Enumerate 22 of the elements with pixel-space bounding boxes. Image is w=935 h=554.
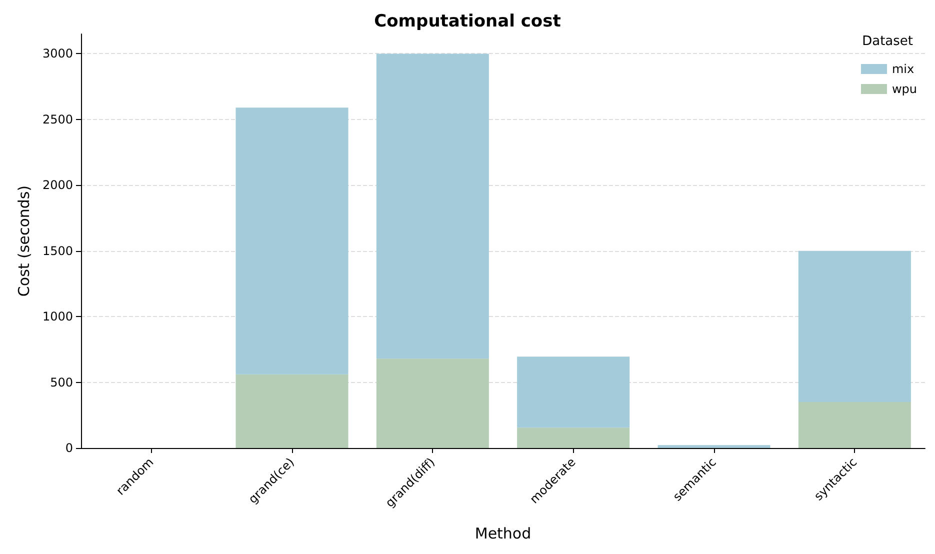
bar: [517, 428, 630, 448]
y-tick-label: 2000: [42, 178, 73, 192]
bar: [658, 445, 770, 448]
bar: [517, 356, 630, 428]
y-tick-label: 2500: [42, 112, 73, 126]
chart-title: Computational cost: [374, 12, 561, 32]
y-tick-label: 1500: [42, 244, 73, 258]
legend-label: mix: [892, 62, 914, 76]
y-tick-label: 0: [65, 441, 73, 455]
bar: [376, 358, 489, 448]
legend-label: wpu: [892, 82, 918, 96]
y-tick-label: 500: [50, 375, 73, 390]
bar: [236, 108, 348, 374]
y-tick-label: 3000: [42, 46, 73, 61]
x-axis-title: Method: [474, 524, 532, 542]
bar: [798, 250, 911, 402]
legend-title: Dataset: [862, 34, 914, 49]
bar: [798, 402, 911, 448]
bar: [376, 54, 489, 359]
y-tick-label: 1000: [42, 310, 73, 324]
y-axis-title: Cost (seconds): [15, 185, 34, 297]
bar: [236, 374, 348, 448]
